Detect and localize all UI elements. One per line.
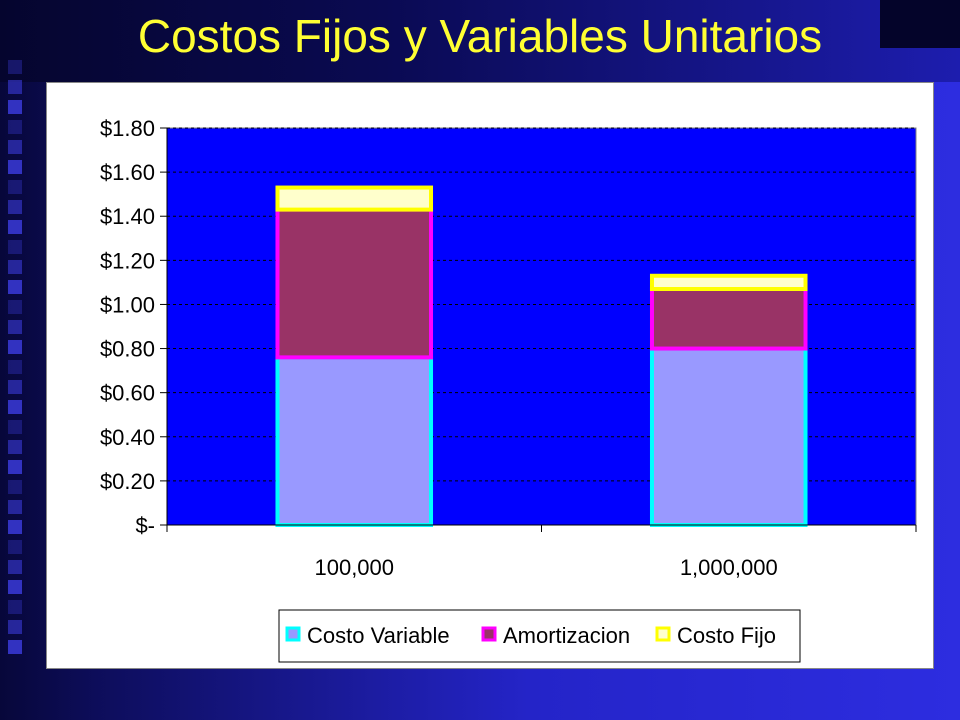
decorative-square (8, 500, 22, 514)
legend-swatch-costo-variable (285, 626, 301, 642)
y-tick-label: $0.40 (100, 425, 155, 450)
y-tick-label: $1.00 (100, 292, 155, 317)
y-tick-label: $0.20 (100, 469, 155, 494)
slide-title: Costos Fijos y Variables Unitarios (137, 10, 823, 62)
legend-box (278, 609, 801, 663)
legend-label: Costo Variable (307, 623, 450, 648)
decorative-square (8, 80, 22, 94)
decorative-square (8, 140, 22, 154)
decorative-square (8, 240, 22, 254)
bar-segment-costo-fijo (649, 273, 808, 292)
y-tick-label: $0.80 (100, 337, 155, 362)
decorative-square (8, 300, 22, 314)
bar-segment-costo-variable (275, 355, 434, 527)
decorative-corner-block (880, 0, 960, 48)
decorative-square (8, 60, 22, 74)
y-tick-label: $1.40 (100, 204, 155, 229)
bar-segment-amortizacion (649, 287, 808, 351)
legend-label: Amortizacion (503, 623, 630, 648)
bar-segment-costo-variable (649, 346, 808, 527)
x-tick-label: 100,000 (314, 555, 394, 580)
bar-segment-costo-fijo (275, 185, 434, 212)
legend-swatch-amortizacion (481, 626, 497, 642)
decorative-square (8, 440, 22, 454)
decorative-square (8, 380, 22, 394)
decorative-square (8, 540, 22, 554)
y-tick-label: $1.60 (100, 160, 155, 185)
decorative-square (8, 200, 22, 214)
stacked-bar-chart: 100,000 1,000,000 $- $0.20 $0.40 $0.60 $0.80 $1… (100, 116, 917, 663)
decorative-square (8, 340, 22, 354)
decorative-square (8, 280, 22, 294)
decorative-square (8, 220, 22, 234)
chart-panel: 100,000 1,000,000 $- $0.20 $0.40 $0.60 $0.80 $1… (46, 82, 934, 669)
decorative-square (8, 320, 22, 334)
decorative-square (8, 360, 22, 374)
decorative-square (8, 640, 22, 654)
decorative-square (8, 100, 22, 114)
decorative-square (8, 260, 22, 274)
decorative-square (8, 160, 22, 174)
decorative-square-column (8, 60, 28, 660)
x-tick-label: 1,000,000 (680, 555, 778, 580)
legend-label: Costo Fijo (677, 623, 776, 648)
decorative-square (8, 600, 22, 614)
decorative-square (8, 420, 22, 434)
decorative-square (8, 560, 22, 574)
decorative-square (8, 120, 22, 134)
y-tick-label: $1.80 (100, 116, 155, 141)
y-tick-label: $- (135, 513, 155, 538)
decorative-square (8, 520, 22, 534)
decorative-square (8, 460, 22, 474)
legend-swatch-costo-fijo (655, 626, 671, 642)
decorative-square (8, 180, 22, 194)
bar-segment-amortizacion (275, 207, 434, 360)
y-tick-label: $1.20 (100, 248, 155, 273)
decorative-square (8, 400, 22, 414)
title-band (0, 0, 960, 82)
decorative-square (8, 480, 22, 494)
y-tick-label: $0.60 (100, 381, 155, 406)
decorative-square (8, 620, 22, 634)
decorative-square (8, 580, 22, 594)
